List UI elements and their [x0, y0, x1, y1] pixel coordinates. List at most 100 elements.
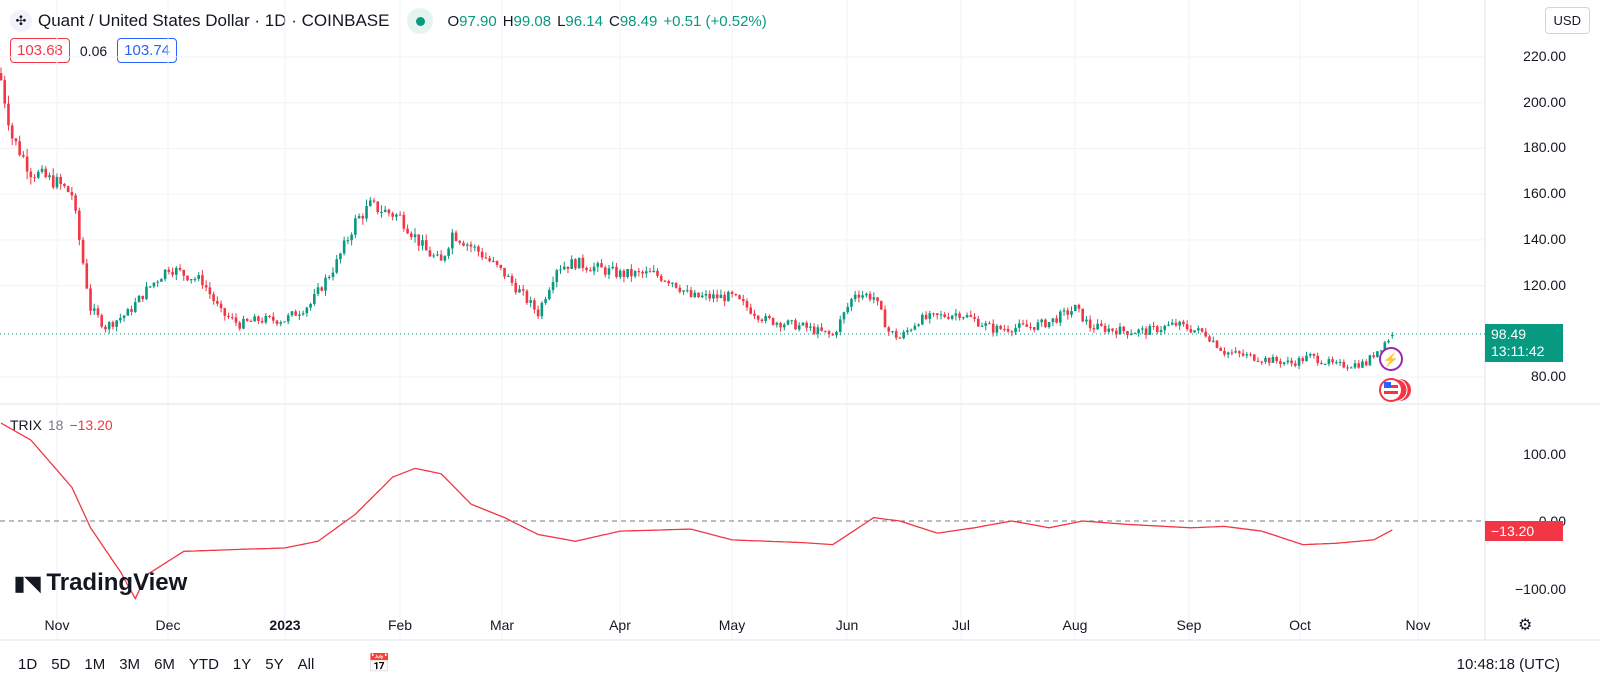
candle	[708, 290, 711, 302]
candle-body	[865, 293, 868, 296]
candle-body	[1077, 304, 1081, 309]
candle	[156, 280, 159, 288]
range-tab-3m[interactable]: 3M	[119, 656, 141, 673]
candle-body	[671, 282, 674, 284]
candle	[350, 232, 353, 246]
buy-button[interactable]: 103.74	[117, 38, 178, 63]
candle-body	[301, 313, 305, 315]
candle-body	[697, 292, 700, 298]
candle	[443, 255, 447, 263]
range-tab-6m[interactable]: 6M	[154, 656, 175, 673]
range-tab-1d[interactable]: 1D	[18, 656, 38, 673]
candle-body	[402, 214, 406, 229]
candle	[230, 313, 234, 320]
candle	[428, 246, 432, 257]
clock-time[interactable]: 10:48:18 (UTC)	[1456, 656, 1560, 673]
candle-body	[1241, 353, 1245, 356]
candle-body	[201, 275, 204, 286]
candle-body	[480, 251, 484, 258]
candle	[533, 298, 536, 314]
candle	[331, 267, 335, 281]
candle	[1032, 327, 1036, 333]
candle	[1312, 353, 1316, 359]
candle	[1103, 323, 1107, 335]
candle	[260, 317, 264, 324]
candle	[238, 320, 242, 331]
candle	[525, 289, 529, 305]
candle-body	[1163, 325, 1167, 331]
candle	[734, 293, 738, 297]
candle	[1364, 359, 1368, 367]
candle	[962, 316, 965, 321]
candle	[816, 324, 820, 339]
sell-button[interactable]: 103.68	[10, 38, 70, 63]
range-tab-all[interactable]: All	[297, 656, 315, 673]
candle	[469, 241, 473, 253]
candle-body	[570, 259, 573, 269]
candle-body	[451, 232, 454, 249]
flash-event-icon[interactable]: ⚡	[1379, 347, 1403, 371]
candle-body	[715, 294, 719, 299]
candle-body	[126, 309, 130, 316]
candle	[335, 255, 338, 275]
settings-gear-icon[interactable]: ⚙	[1518, 617, 1533, 634]
candle	[1017, 319, 1021, 332]
candle	[439, 250, 443, 261]
currency-select[interactable]: USD	[1544, 7, 1590, 34]
candle	[257, 315, 260, 325]
candle-body	[1256, 360, 1260, 362]
range-tab-5y[interactable]: 5Y	[265, 656, 284, 673]
candle-body	[1003, 328, 1006, 330]
candle-body	[398, 214, 402, 216]
candle-body	[424, 240, 428, 251]
candle	[633, 269, 637, 279]
candle	[141, 295, 145, 302]
time-axis-label: Jun	[835, 617, 859, 633]
candle-body	[1047, 322, 1051, 328]
candle-body	[1167, 324, 1170, 326]
candle-body	[10, 125, 14, 139]
candle	[551, 276, 555, 294]
range-tab-1y[interactable]: 1Y	[232, 656, 252, 673]
range-tab-1m[interactable]: 1M	[84, 656, 106, 673]
candle-body	[518, 289, 521, 293]
candle	[1338, 358, 1342, 367]
candle	[451, 229, 454, 255]
open-label: O	[447, 12, 460, 30]
symbol-title[interactable]: Quant / United States Dollar · 1D · COIN…	[38, 11, 390, 30]
date-range-calendar-icon[interactable]: 📅	[368, 653, 391, 673]
tradingview-watermark[interactable]: ▮◥ TradingView	[14, 569, 188, 596]
candle	[894, 328, 898, 341]
candle-body	[704, 293, 708, 296]
candle-body	[958, 313, 961, 318]
candle-body	[641, 271, 644, 274]
candle	[842, 311, 846, 324]
candle	[133, 297, 137, 314]
candle	[775, 321, 779, 328]
candle-body	[417, 234, 421, 246]
trix-legend[interactable]: TRIX 18 −13.20	[10, 417, 113, 433]
candle-body	[1152, 326, 1155, 328]
candle-body	[607, 268, 611, 275]
candle	[473, 244, 477, 252]
candle-body	[89, 288, 92, 311]
candle	[1376, 351, 1379, 358]
candle-body	[249, 320, 253, 322]
candle-body	[548, 290, 551, 300]
candle	[1267, 357, 1271, 366]
candle	[264, 313, 268, 325]
trix-axis-label: −100.00	[1515, 581, 1566, 597]
candle	[935, 313, 939, 320]
trix-last-label: −13.20	[1485, 521, 1563, 541]
candle	[514, 278, 518, 295]
range-tab-5d[interactable]: 5D	[51, 656, 71, 673]
range-tab-ytd[interactable]: YTD	[188, 656, 219, 673]
candle-body	[693, 292, 697, 297]
candle	[712, 289, 715, 303]
market-status-icon[interactable]	[407, 8, 434, 34]
us-flag-event-icon[interactable]	[1379, 378, 1411, 402]
candle-body	[439, 254, 443, 261]
low-value: 96.14	[565, 12, 603, 30]
trix-axis-label: 100.00	[1523, 446, 1566, 462]
